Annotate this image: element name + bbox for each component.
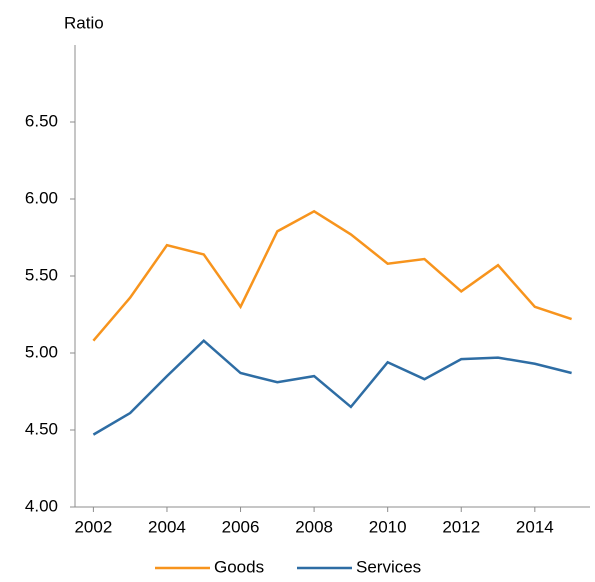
x-tick-label: 2012 bbox=[442, 517, 480, 536]
x-tick-label: 2008 bbox=[295, 517, 333, 536]
y-tick-label: 6.00 bbox=[25, 188, 58, 207]
y-tick-label: 5.50 bbox=[25, 265, 58, 284]
y-tick-label: 5.00 bbox=[25, 342, 58, 361]
x-tick-label: 2004 bbox=[148, 517, 186, 536]
legend-label: Goods bbox=[214, 557, 264, 576]
y-tick-label: 4.00 bbox=[25, 496, 58, 515]
x-tick-label: 2002 bbox=[74, 517, 112, 536]
x-tick-label: 2006 bbox=[222, 517, 260, 536]
y-axis-label: Ratio bbox=[64, 13, 104, 32]
line-series bbox=[92, 338, 572, 436]
x-tick-label: 2014 bbox=[516, 517, 554, 536]
y-tick-label: 6.50 bbox=[25, 111, 58, 130]
y-tick-label: 4.50 bbox=[25, 419, 58, 438]
x-tick-label: 2010 bbox=[369, 517, 407, 536]
legend-label: Services bbox=[356, 557, 421, 576]
line-series bbox=[92, 209, 573, 342]
